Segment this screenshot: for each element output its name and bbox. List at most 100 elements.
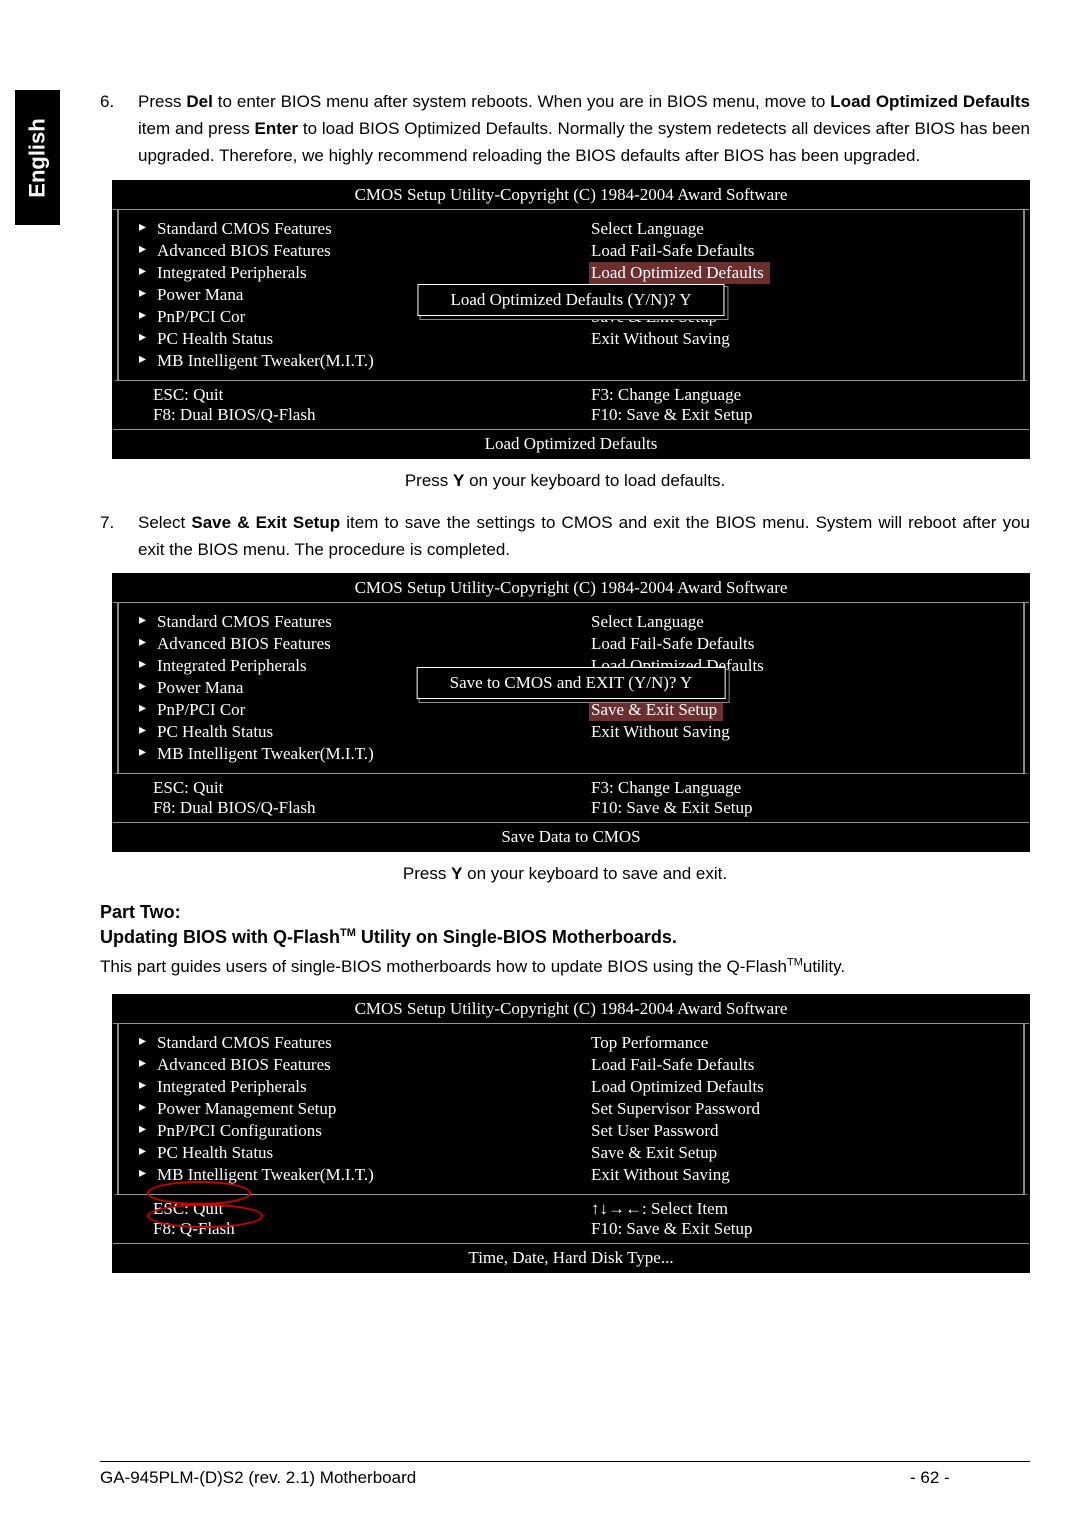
menu-item[interactable]: MB Intelligent Tweaker(M.I.T.) bbox=[117, 1164, 571, 1186]
ptt-pre: This part guides users of single-BIOS mo… bbox=[100, 957, 787, 976]
inst6-lod: Load Optimized Defaults bbox=[830, 92, 1030, 111]
footer-esc: ESC: Quit bbox=[113, 1199, 571, 1219]
menu-item[interactable]: Load Optimized Defaults bbox=[571, 1076, 1025, 1098]
menu-item[interactable]: Save & Exit Setup bbox=[571, 1142, 1025, 1164]
footer-f10: F10: Save & Exit Setup bbox=[571, 1219, 1029, 1239]
bios-footer-right: F3: Change Language F10: Save & Exit Set… bbox=[571, 385, 1029, 425]
bios-body: Standard CMOS Features Advanced BIOS Fea… bbox=[113, 210, 1029, 381]
footer-esc: ESC: Quit bbox=[113, 385, 571, 405]
menu-item[interactable]: MB Intelligent Tweaker(M.I.T.) bbox=[117, 743, 571, 765]
inst6-del: Del bbox=[186, 92, 212, 111]
inst7-pre: Select bbox=[138, 513, 191, 532]
page-content: 6. Press Del to enter BIOS menu after sy… bbox=[100, 88, 1030, 1285]
inst6-mid1: to enter BIOS menu after system reboots.… bbox=[213, 92, 830, 111]
menu-item[interactable]: MB Intelligent Tweaker(M.I.T.) bbox=[117, 350, 571, 372]
bios-footer-right: F3: Change Language F10: Save & Exit Set… bbox=[571, 778, 1029, 818]
bios-footer-left: ESC: Quit F8: Dual BIOS/Q-Flash bbox=[113, 385, 571, 425]
ptt-tm: TM bbox=[787, 956, 803, 968]
menu-item[interactable]: Exit Without Saving bbox=[571, 328, 1025, 350]
cap2-y: Y bbox=[451, 864, 462, 883]
bios-footer: ESC: Quit F8: Q-Flash ↑↓→←: Select Item … bbox=[113, 1195, 1029, 1244]
instruction-7: 7. Select Save & Exit Setup item to save… bbox=[100, 509, 1030, 563]
menu-item[interactable]: Select Language bbox=[571, 611, 1025, 633]
menu-item[interactable]: Integrated Peripherals bbox=[117, 1076, 571, 1098]
part-two-heading: Part Two: bbox=[100, 902, 1030, 923]
cap2-pre: Press bbox=[403, 864, 451, 883]
cap1-pre: Press bbox=[405, 471, 453, 490]
footer-f8: F8: Dual BIOS/Q-Flash bbox=[113, 405, 571, 425]
footer-f10: F10: Save & Exit Setup bbox=[571, 798, 1029, 818]
inst7-saveexit: Save & Exit Setup bbox=[191, 513, 340, 532]
part-two-text: This part guides users of single-BIOS mo… bbox=[100, 954, 1030, 980]
bios-header: CMOS Setup Utility-Copyright (C) 1984-20… bbox=[113, 181, 1029, 210]
menu-item[interactable]: PC Health Status bbox=[117, 328, 571, 350]
menu-item[interactable]: Advanced BIOS Features bbox=[117, 633, 571, 655]
bios-box-1: CMOS Setup Utility-Copyright (C) 1984-20… bbox=[112, 180, 1030, 459]
caption-2: Press Y on your keyboard to save and exi… bbox=[100, 864, 1030, 884]
footer-esc: ESC: Quit bbox=[113, 778, 571, 798]
bios-body: Standard CMOS Features Advanced BIOS Fea… bbox=[113, 1024, 1029, 1195]
menu-item[interactable]: PC Health Status bbox=[117, 721, 571, 743]
menu-item[interactable]: Set User Password bbox=[571, 1120, 1025, 1142]
cap2-post: on your keyboard to save and exit. bbox=[462, 864, 727, 883]
bios-dialog[interactable]: Load Optimized Defaults (Y/N)? Y bbox=[417, 284, 724, 316]
caption-1: Press Y on your keyboard to load default… bbox=[100, 471, 1030, 491]
bios-box-2: CMOS Setup Utility-Copyright (C) 1984-20… bbox=[112, 573, 1030, 852]
menu-item[interactable]: Top Performance bbox=[571, 1032, 1025, 1054]
instruction-6-text: Press Del to enter BIOS menu after syste… bbox=[138, 88, 1030, 170]
inst6-mid2: item and press bbox=[138, 119, 255, 138]
instruction-7-text: Select Save & Exit Setup item to save th… bbox=[138, 509, 1030, 563]
menu-item[interactable]: Advanced BIOS Features bbox=[117, 1054, 571, 1076]
menu-item[interactable]: Standard CMOS Features bbox=[117, 1032, 571, 1054]
pts-tm: TM bbox=[340, 927, 356, 939]
menu-item[interactable]: PnP/PCI Configurations bbox=[117, 1120, 571, 1142]
cap1-y: Y bbox=[453, 471, 464, 490]
pts-post: Utility on Single-BIOS Motherboards. bbox=[356, 927, 677, 947]
bios-status: Load Optimized Defaults bbox=[113, 430, 1029, 458]
footer-f3: F3: Change Language bbox=[571, 385, 1029, 405]
bios-status: Save Data to CMOS bbox=[113, 823, 1029, 851]
cap1-post: on your keyboard to load defaults. bbox=[464, 471, 725, 490]
menu-item-highlighted[interactable]: Save & Exit Setup bbox=[589, 699, 723, 721]
menu-item[interactable]: Standard CMOS Features bbox=[117, 218, 571, 240]
menu-item[interactable]: Standard CMOS Features bbox=[117, 611, 571, 633]
menu-item[interactable]: Power Management Setup bbox=[117, 1098, 571, 1120]
inst6-pre: Press bbox=[138, 92, 186, 111]
menu-item-highlighted[interactable]: Load Optimized Defaults bbox=[589, 262, 770, 284]
menu-item[interactable]: Load Fail-Safe Defaults bbox=[571, 1054, 1025, 1076]
footer-f8: F8: Q-Flash bbox=[113, 1219, 571, 1239]
language-tab-label: English bbox=[25, 118, 51, 197]
footer-f10: F10: Save & Exit Setup bbox=[571, 405, 1029, 425]
instruction-6: 6. Press Del to enter BIOS menu after sy… bbox=[100, 88, 1030, 170]
bios-dialog[interactable]: Save to CMOS and EXIT (Y/N)? Y bbox=[417, 667, 726, 699]
menu-item[interactable]: Select Language bbox=[571, 218, 1025, 240]
bios-header: CMOS Setup Utility-Copyright (C) 1984-20… bbox=[113, 574, 1029, 603]
ptt-post: utility. bbox=[803, 957, 845, 976]
bios-right-col: Top Performance Load Fail-Safe Defaults … bbox=[571, 1032, 1025, 1186]
menu-item[interactable]: Advanced BIOS Features bbox=[117, 240, 571, 262]
bios-status: Time, Date, Hard Disk Type... bbox=[113, 1244, 1029, 1272]
bios-footer-right: ↑↓→←: Select Item F10: Save & Exit Setup bbox=[571, 1199, 1029, 1239]
instruction-7-num: 7. bbox=[100, 509, 138, 536]
menu-item[interactable]: Load Fail-Safe Defaults bbox=[571, 240, 1025, 262]
menu-item[interactable]: Set Supervisor Password bbox=[571, 1098, 1025, 1120]
inst6-enter: Enter bbox=[255, 119, 298, 138]
menu-item[interactable]: PC Health Status bbox=[117, 1142, 571, 1164]
menu-item[interactable]: Integrated Peripherals bbox=[117, 262, 571, 284]
menu-item[interactable]: Exit Without Saving bbox=[571, 1164, 1025, 1186]
bios-header: CMOS Setup Utility-Copyright (C) 1984-20… bbox=[113, 995, 1029, 1024]
bios-footer-left: ESC: Quit F8: Dual BIOS/Q-Flash bbox=[113, 778, 571, 818]
menu-item[interactable]: Load Fail-Safe Defaults bbox=[571, 633, 1025, 655]
footer-arrows: ↑↓→←: Select Item bbox=[571, 1199, 1029, 1219]
footer-f3: F3: Change Language bbox=[571, 778, 1029, 798]
menu-item[interactable]: PnP/PCI Cor bbox=[117, 699, 571, 721]
bios-footer: ESC: Quit F8: Dual BIOS/Q-Flash F3: Chan… bbox=[113, 381, 1029, 430]
bios-body: Standard CMOS Features Advanced BIOS Fea… bbox=[113, 603, 1029, 774]
menu-item[interactable]: Exit Without Saving bbox=[571, 721, 1025, 743]
bios-box-3: CMOS Setup Utility-Copyright (C) 1984-20… bbox=[112, 994, 1030, 1273]
footer-model: GA-945PLM-(D)S2 (rev. 2.1) Motherboard bbox=[100, 1468, 910, 1488]
part-two-subheading: Updating BIOS with Q-FlashTM Utility on … bbox=[100, 927, 1030, 948]
bios-footer-left: ESC: Quit F8: Q-Flash bbox=[113, 1199, 571, 1239]
bios-footer: ESC: Quit F8: Dual BIOS/Q-Flash F3: Chan… bbox=[113, 774, 1029, 823]
page-footer: GA-945PLM-(D)S2 (rev. 2.1) Motherboard -… bbox=[100, 1461, 1030, 1488]
